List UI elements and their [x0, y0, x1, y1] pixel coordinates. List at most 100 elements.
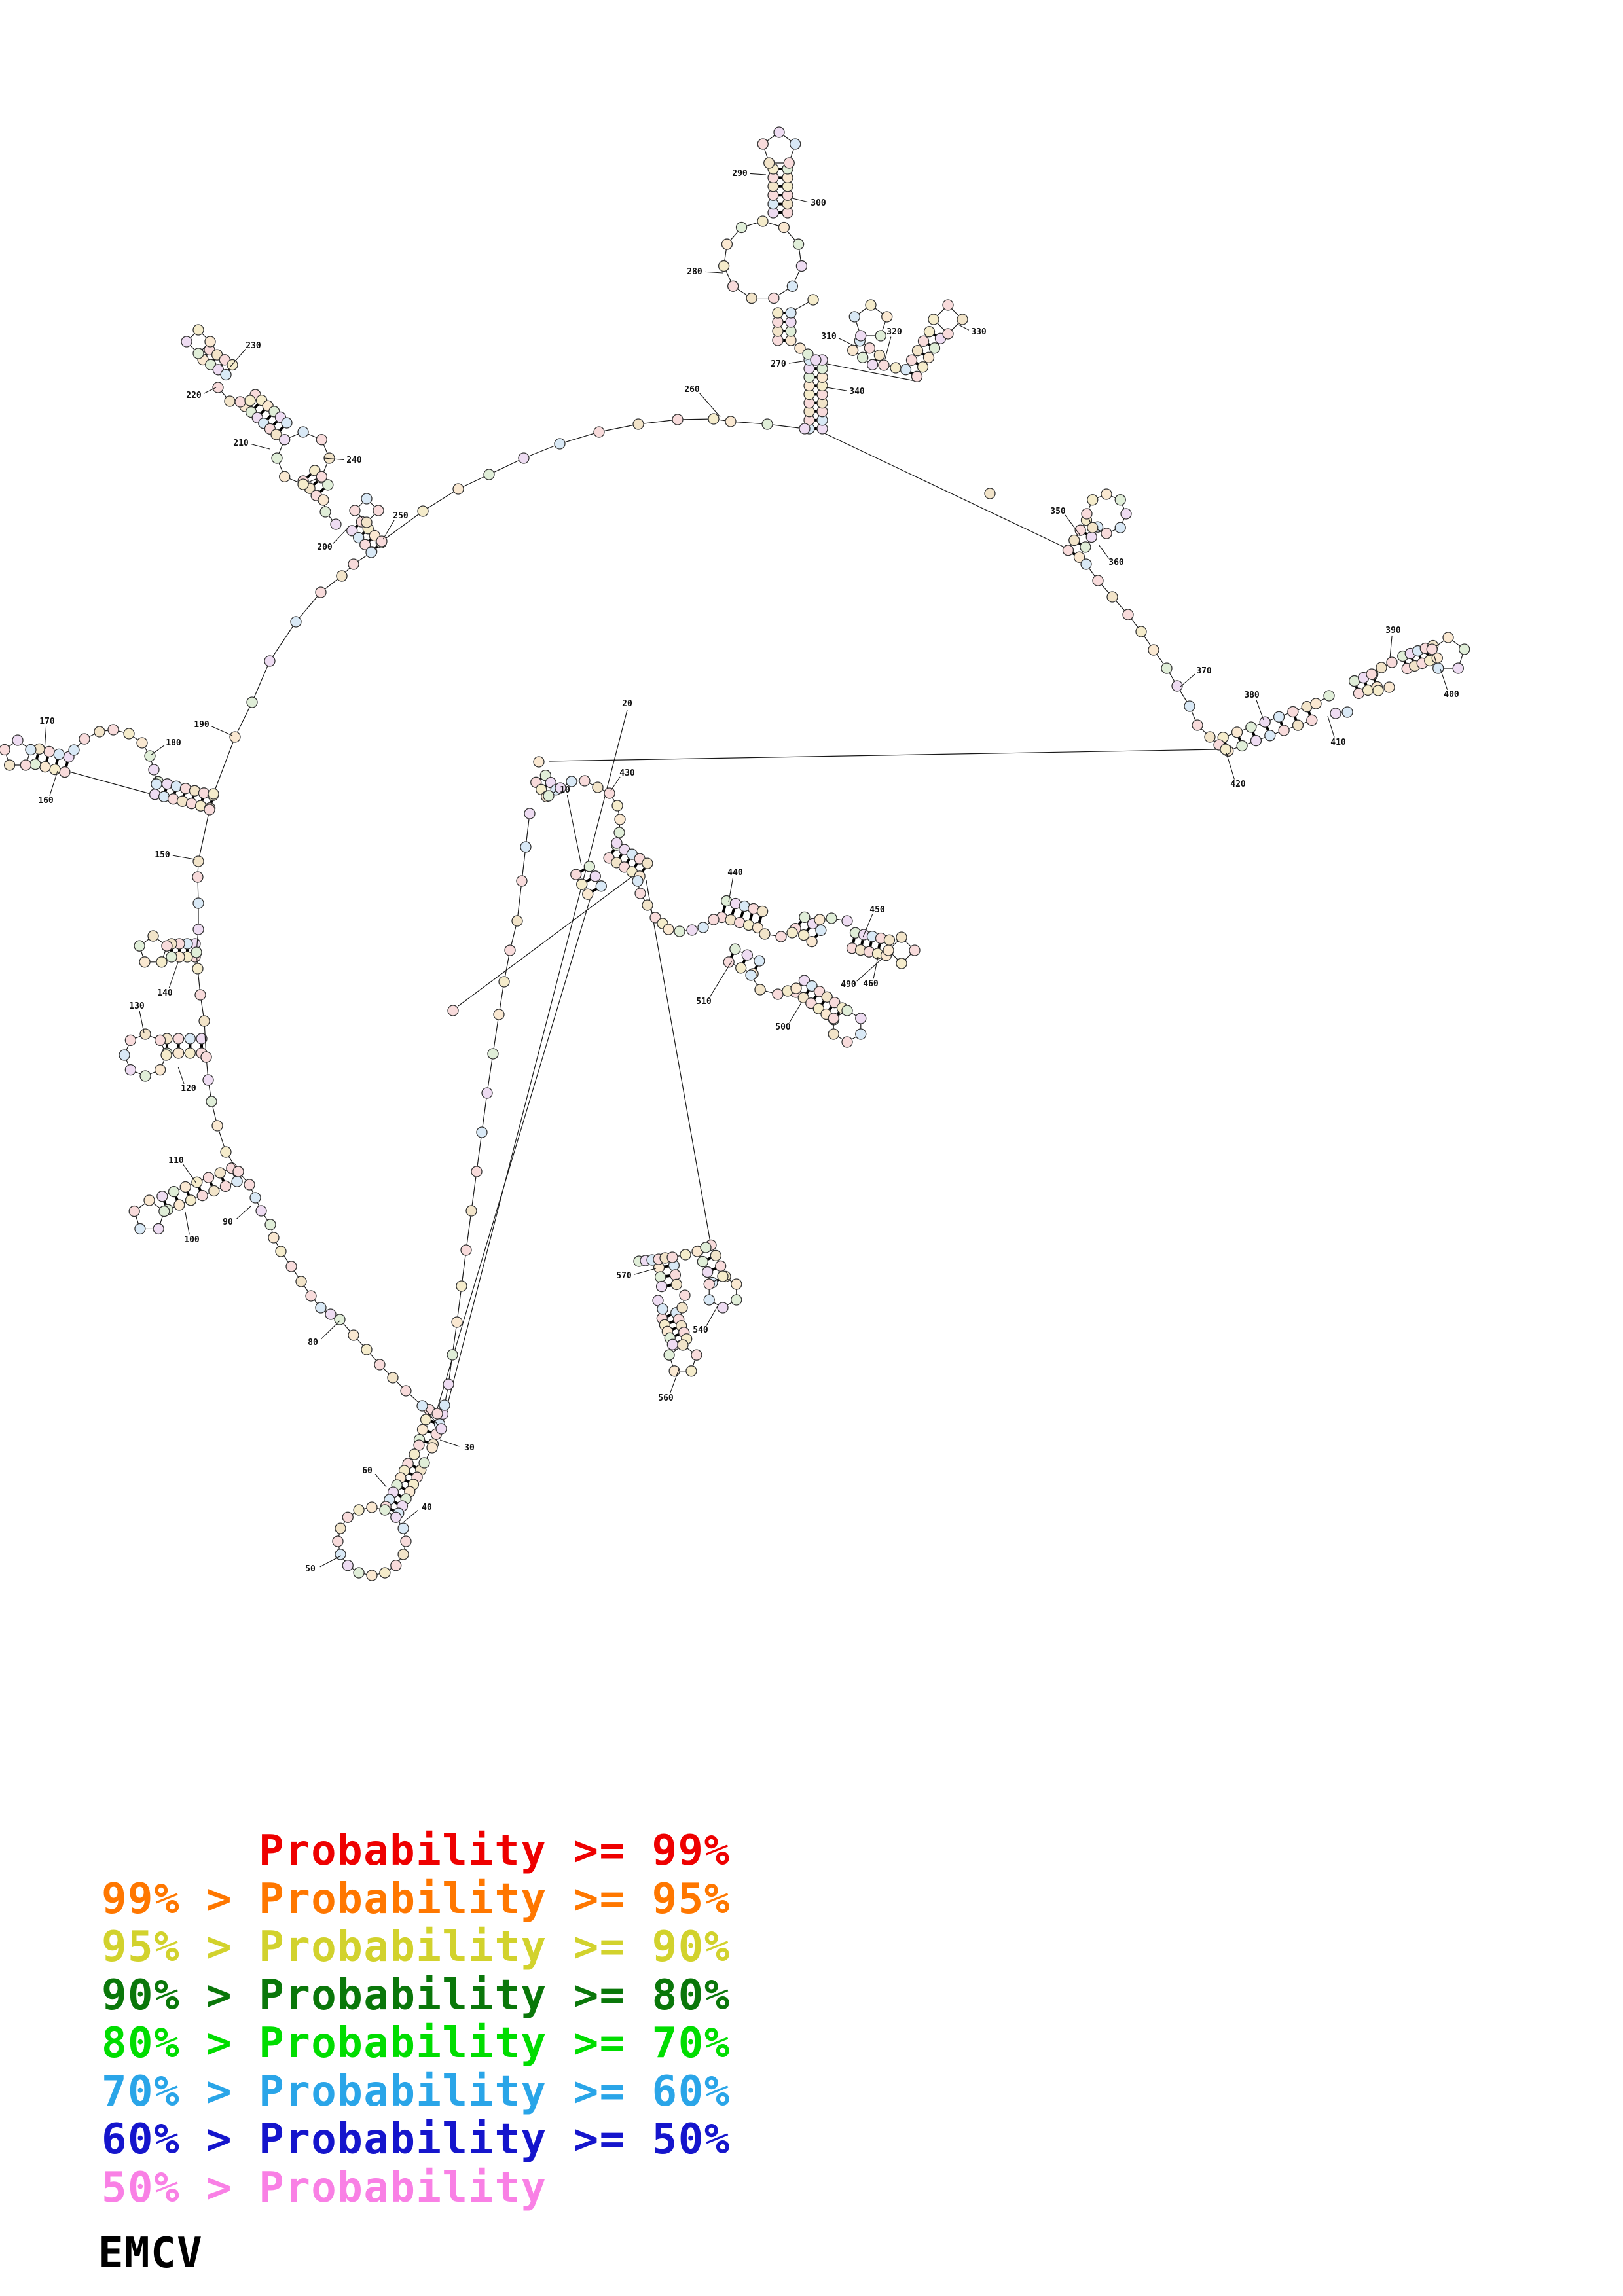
- nucleotide: [202, 1172, 215, 1183]
- nucleotide: [717, 1302, 729, 1314]
- nucleotide: [220, 368, 232, 381]
- label-leader-line: [230, 349, 246, 367]
- nucleotide: [703, 1294, 715, 1306]
- nucleotide: [890, 362, 902, 374]
- nucleotide: [134, 1223, 146, 1235]
- nucleotide: [204, 804, 215, 816]
- legend-row: 50% > Probability: [101, 2163, 547, 2212]
- nucleotide: [359, 539, 371, 550]
- position-label: 400: [1444, 690, 1459, 700]
- label-leader-line: [177, 1066, 185, 1084]
- nucleotide: [810, 354, 822, 366]
- label-leader-line: [670, 1369, 680, 1393]
- nucleotide: [697, 1255, 708, 1268]
- label-leader-line: [1065, 514, 1081, 536]
- backbone-line: [486, 1053, 494, 1094]
- nucleotide: [802, 348, 814, 360]
- position-label: 500: [775, 1022, 791, 1032]
- nucleotide: [1135, 626, 1147, 637]
- nucleotide: [149, 789, 161, 800]
- nucleotide: [676, 1302, 688, 1314]
- nucleotide: [829, 997, 841, 1009]
- nucleotide: [349, 505, 361, 516]
- nucleotide: [795, 260, 808, 272]
- label-leader-line: [566, 795, 582, 866]
- nucleotide: [614, 814, 626, 825]
- nucleotide: [136, 737, 148, 749]
- backbone-line: [730, 421, 768, 425]
- nucleotide: [579, 775, 591, 787]
- nucleotide: [717, 1270, 729, 1282]
- nucleotide: [483, 469, 495, 480]
- label-leader-line: [709, 960, 733, 997]
- nucleotide: [576, 878, 588, 890]
- nucleotide: [865, 299, 877, 311]
- legend-row: 60% > Probability >= 50%: [101, 2115, 731, 2164]
- nucleotide: [757, 215, 769, 227]
- label-leader-line: [236, 1206, 251, 1219]
- nucleotide: [456, 1280, 467, 1292]
- nucleotide: [128, 1205, 140, 1217]
- nucleotide: [1068, 534, 1080, 547]
- position-label: 570: [616, 1271, 632, 1281]
- nucleotide: [418, 1457, 430, 1469]
- nucleotide: [642, 899, 653, 911]
- nucleotide: [1161, 662, 1173, 674]
- nucleotide: [322, 479, 334, 491]
- backbone-line: [492, 1014, 500, 1054]
- position-label: 160: [38, 796, 54, 806]
- nucleotide: [1204, 731, 1216, 743]
- nucleotide: [342, 1511, 354, 1523]
- nucleotide: [773, 126, 785, 138]
- nucleotide: [1310, 698, 1322, 709]
- nucleotide: [397, 1549, 409, 1560]
- nucleotide: [200, 1051, 212, 1063]
- position-label: 440: [727, 868, 743, 878]
- nucleotide: [1330, 708, 1341, 719]
- nucleotide: [191, 1176, 203, 1188]
- nucleotide: [1386, 656, 1398, 668]
- nucleotide: [181, 336, 192, 348]
- nucleotide: [799, 911, 811, 924]
- label-leader-line: [321, 1320, 340, 1340]
- nucleotide: [663, 1349, 675, 1361]
- nucleotide: [928, 342, 941, 354]
- nucleotide: [173, 1199, 185, 1211]
- position-label: 60: [362, 1466, 373, 1476]
- nucleotide: [741, 949, 753, 961]
- backbone-line: [471, 1171, 477, 1211]
- nucleotide: [516, 875, 528, 887]
- nucleotide: [25, 744, 37, 756]
- label-leader-line: [957, 323, 970, 331]
- label-leader-line: [728, 877, 734, 903]
- nucleotide: [361, 1344, 373, 1355]
- backbone-line: [198, 809, 210, 862]
- nucleotide: [143, 1194, 155, 1206]
- position-label: 390: [1385, 626, 1401, 636]
- nucleotide: [366, 1570, 378, 1581]
- nucleotide: [759, 928, 771, 940]
- nucleotide: [1122, 609, 1134, 620]
- nucleotide: [1278, 725, 1290, 736]
- position-label: 340: [849, 387, 865, 397]
- nucleotide: [1184, 700, 1195, 712]
- nucleotide: [1074, 524, 1086, 536]
- position-label: 180: [166, 738, 181, 748]
- nucleotide: [439, 1399, 450, 1411]
- nucleotide: [192, 963, 204, 975]
- nucleotide: [807, 294, 819, 306]
- nucleotide: [1231, 726, 1243, 738]
- nucleotide: [1366, 668, 1377, 680]
- nucleotide: [873, 350, 885, 361]
- nucleotide: [229, 731, 241, 743]
- nucleotide: [611, 800, 623, 812]
- label-leader-line: [789, 1002, 802, 1023]
- nucleotide: [855, 1028, 867, 1040]
- position-label: 370: [1196, 666, 1212, 676]
- nucleotide: [409, 1448, 420, 1460]
- nucleotide: [0, 744, 10, 756]
- label-leader-line: [838, 338, 853, 346]
- nucleotide: [917, 335, 930, 347]
- nucleotide: [632, 418, 644, 430]
- position-label: 380: [1244, 691, 1260, 700]
